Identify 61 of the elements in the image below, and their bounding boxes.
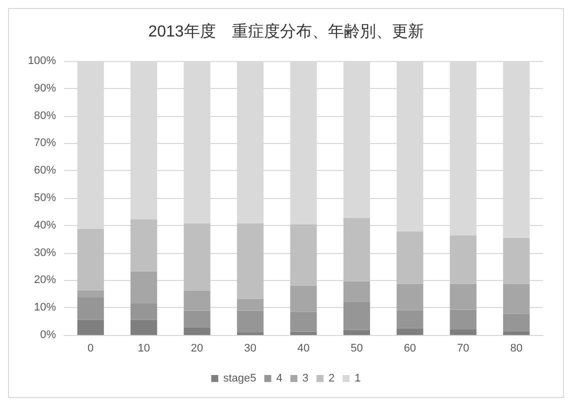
bar	[396, 231, 424, 284]
bar	[184, 223, 210, 291]
y-tick-label: 80%	[34, 110, 56, 122]
y-tick-label: 60%	[34, 164, 56, 177]
bar	[290, 332, 317, 335]
bar	[343, 302, 370, 330]
y-tick-label: 10%	[34, 302, 56, 314]
bar	[184, 327, 210, 335]
bar	[236, 223, 264, 299]
bar	[343, 330, 370, 335]
bar	[290, 224, 317, 286]
bar	[130, 271, 158, 304]
bar	[503, 314, 530, 332]
y-tick-label: 100%	[28, 55, 56, 67]
bar	[236, 310, 264, 333]
x-tick-label: 0	[88, 342, 94, 354]
bar	[450, 330, 476, 335]
bar	[290, 286, 317, 312]
bar	[130, 303, 158, 320]
legend-label: stage5	[223, 372, 256, 384]
x-tick-label: 60	[404, 342, 416, 354]
bar	[184, 290, 210, 311]
bar	[130, 219, 158, 272]
bar	[450, 310, 476, 330]
y-tick-label: 70%	[34, 137, 56, 150]
bar	[343, 218, 370, 282]
bar	[450, 236, 476, 284]
y-tick-label: 20%	[34, 274, 56, 286]
y-tick-label: 90%	[34, 82, 56, 94]
y-tick-label: 0%	[40, 329, 56, 341]
bar	[450, 284, 476, 310]
y-tick-label: 30%	[34, 246, 56, 259]
x-tick-label: 40	[297, 342, 310, 354]
bar	[236, 298, 264, 311]
x-tick-label: 30	[244, 342, 256, 354]
bar	[77, 290, 104, 298]
bar	[130, 320, 158, 335]
bar	[77, 228, 104, 290]
bar	[396, 328, 424, 335]
x-tick-label: 70	[457, 342, 470, 354]
bar	[184, 310, 210, 328]
bar	[77, 320, 104, 335]
x-tick-label: 10	[138, 342, 150, 354]
x-tick-label: 80	[510, 342, 523, 354]
legend-label: 3	[302, 372, 309, 384]
bar	[290, 312, 317, 332]
legend-label: 4	[276, 372, 282, 384]
legend-label: 1	[354, 372, 361, 384]
x-tick-label: 50	[350, 342, 363, 354]
bar	[503, 238, 530, 284]
y-tick-label: 40%	[34, 219, 56, 232]
bar	[396, 284, 424, 310]
x-tick-label: 20	[190, 342, 204, 354]
bar	[503, 284, 530, 314]
chart-title: 2013年度 重症度分布、年齢別、更新	[148, 22, 424, 40]
bar	[396, 310, 424, 328]
y-tick-label: 50%	[34, 192, 56, 204]
bar	[503, 331, 530, 335]
bar	[77, 297, 104, 320]
bar	[343, 281, 370, 302]
legend-label: 2	[328, 372, 335, 384]
